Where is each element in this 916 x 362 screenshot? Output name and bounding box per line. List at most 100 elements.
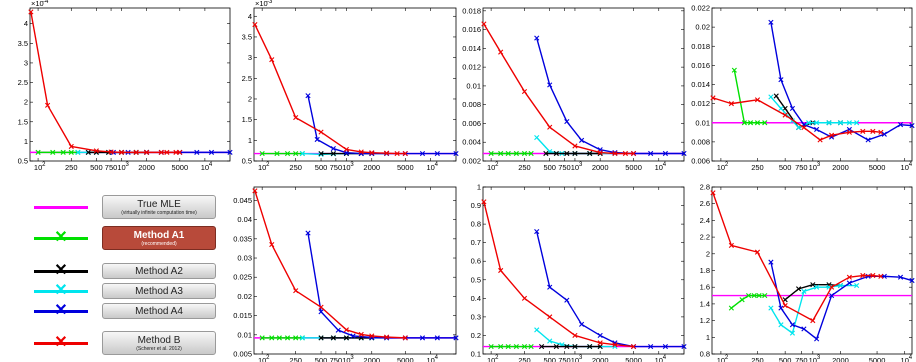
- x-tick-label: 500: [543, 163, 556, 172]
- data-point-A2: [564, 343, 570, 350]
- marker-stroke: [870, 128, 876, 134]
- y-tick-label: 0.01: [237, 330, 252, 339]
- marker-stroke: [897, 122, 904, 128]
- data-point-A4: [662, 343, 668, 350]
- x-tick-label: 10: [342, 356, 350, 362]
- data-point-B: [318, 129, 324, 135]
- marker-stroke: [158, 149, 164, 155]
- marker-stroke: [394, 150, 400, 157]
- marker-stroke: [814, 126, 820, 133]
- data-point-A4: [419, 150, 426, 157]
- marker-stroke: [118, 149, 125, 155]
- data-point-A3: [826, 120, 832, 126]
- marker-stroke: [630, 343, 637, 350]
- marker-stroke: [318, 150, 324, 157]
- marker-stroke: [434, 150, 440, 157]
- data-point-A4: [846, 280, 852, 286]
- marker-stroke: [782, 297, 788, 303]
- x-tick-label: 10: [117, 163, 125, 172]
- marker-stroke: [870, 272, 876, 279]
- marker-stroke: [826, 120, 832, 126]
- data-point-A1: [488, 343, 494, 350]
- y-tick-label: 2.8: [700, 183, 710, 192]
- marker-stroke: [60, 149, 66, 155]
- legend-entry-A3: Method A3: [102, 283, 216, 299]
- data-point-B: [597, 149, 603, 156]
- data-point-B: [597, 340, 603, 346]
- data-point-A4: [564, 297, 570, 303]
- chart-panel-7: 0.811.21.41.61.822.22.42.62.810 2 250 500 75…: [700, 183, 915, 362]
- y-tick-label: 0.02: [237, 292, 252, 301]
- marker-stroke: [597, 332, 603, 339]
- data-point-A3: [795, 124, 802, 131]
- data-point-A1: [276, 335, 282, 341]
- data-point-A1: [50, 149, 56, 155]
- x-tick-label: 750: [105, 163, 118, 172]
- y-tick-label: 2.4: [700, 216, 710, 225]
- y-tick-label: 0.014: [691, 80, 710, 89]
- y-tick-label: 0.018: [691, 42, 710, 51]
- legend-entry-true_mle: True MLE (virtually infinite computation …: [102, 195, 216, 219]
- data-point-A1: [274, 150, 280, 157]
- data-point-A1: [498, 150, 504, 157]
- data-point-A2: [539, 343, 545, 350]
- data-point-A2: [330, 335, 336, 341]
- marker-stroke: [747, 120, 754, 126]
- data-point-A1: [762, 292, 768, 299]
- marker-stroke: [553, 150, 559, 157]
- x-tick-label: 10: [201, 163, 209, 172]
- data-point-A1: [762, 120, 768, 126]
- marker-stroke: [505, 150, 511, 157]
- marker-stroke: [553, 343, 559, 350]
- data-point-A1: [488, 150, 494, 157]
- data-point-A4: [434, 150, 440, 157]
- data-point-B: [481, 199, 487, 205]
- legend-label: Method A4: [135, 305, 183, 317]
- plot-area: [29, 7, 231, 162]
- marker-stroke: [208, 149, 215, 155]
- data-point-A2: [810, 282, 816, 288]
- data-point-B: [369, 333, 375, 339]
- data-point-A1: [745, 292, 752, 299]
- marker-stroke: [710, 190, 716, 196]
- marker-stroke: [488, 150, 494, 157]
- marker-stroke: [768, 305, 774, 311]
- series-line-A4: [536, 231, 684, 348]
- data-point-A4: [681, 150, 687, 157]
- marker-stroke: [801, 124, 807, 131]
- marker-stroke: [710, 95, 716, 101]
- marker-stroke: [384, 334, 390, 340]
- data-point-B: [630, 150, 637, 157]
- data-point-B: [801, 124, 807, 131]
- marker-stroke: [350, 333, 356, 339]
- data-point-A4: [865, 137, 871, 143]
- data-point-B: [828, 132, 835, 138]
- data-point-B: [846, 129, 852, 135]
- y-tick-label: 1.6: [700, 283, 710, 292]
- x-tick-label: 10: [809, 163, 817, 172]
- data-point-A1: [259, 335, 265, 341]
- data-point-B: [612, 150, 618, 157]
- data-point-A4: [453, 335, 459, 341]
- marker-stroke: [259, 150, 265, 157]
- x-tick-label: 500: [543, 356, 556, 362]
- y-tick-label: 0.7: [471, 238, 481, 247]
- marker-stroke: [837, 282, 844, 289]
- y-tick-label: 0.4: [471, 294, 481, 303]
- data-point-A4: [547, 82, 553, 88]
- y-tick-label: 0.01: [695, 118, 710, 127]
- marker-stroke: [572, 150, 578, 157]
- x-tick-label: 500: [315, 163, 328, 172]
- x-tick-exponent: 4: [435, 355, 439, 361]
- x-tick-exponent: 3: [125, 162, 129, 168]
- marker-stroke: [528, 150, 534, 157]
- marker-stroke: [293, 150, 299, 157]
- data-point-A4: [453, 150, 459, 157]
- data-point-A1: [505, 150, 511, 157]
- y-tick-label: 0.8: [471, 220, 481, 229]
- x-tick-label: 250: [518, 356, 531, 362]
- series-line-B: [30, 11, 180, 154]
- data-point-A4: [801, 326, 807, 332]
- y-exponent-label: ×10: [31, 0, 44, 8]
